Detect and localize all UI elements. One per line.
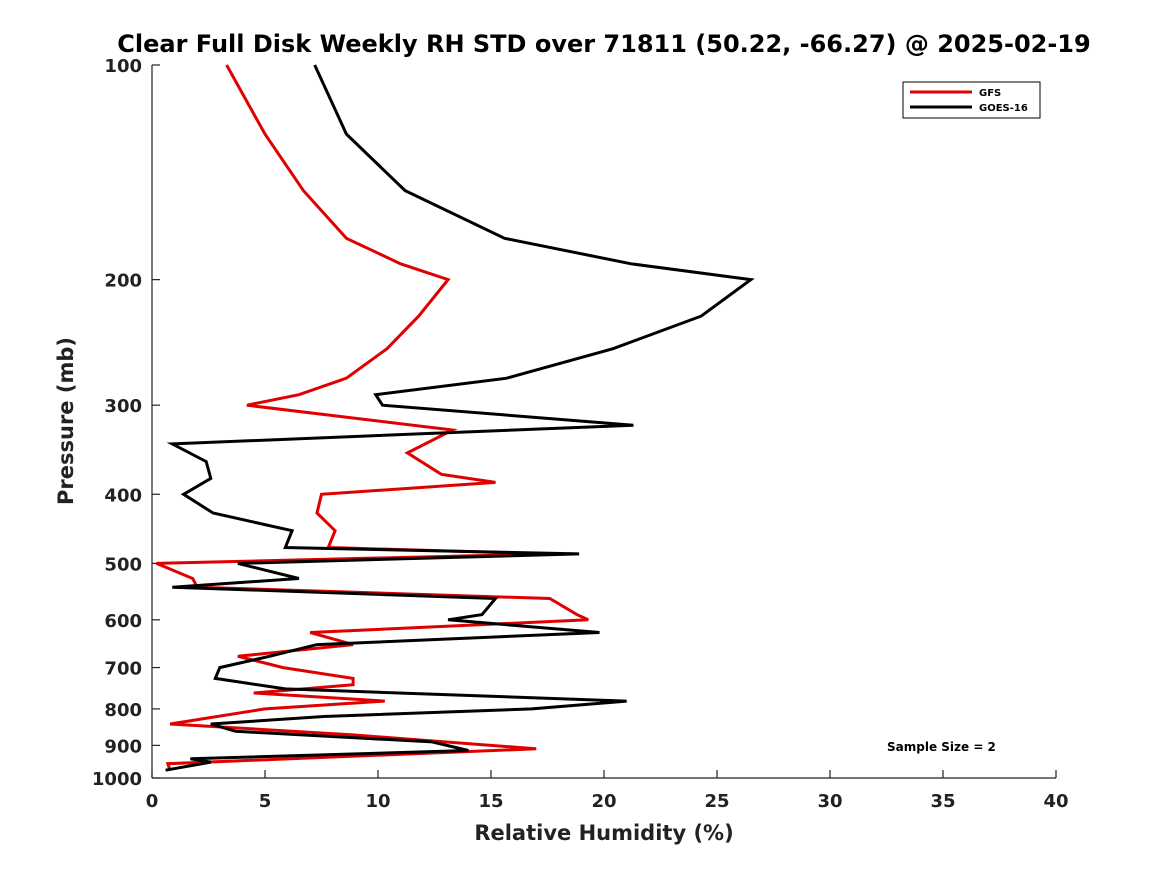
y-tick-label: 1000: [92, 769, 142, 790]
legend-label: GFS: [979, 88, 1001, 99]
sample-size-annotation: Sample Size = 2: [887, 740, 996, 754]
series-layer: [155, 64, 755, 772]
x-tick-label: 0: [146, 791, 159, 812]
y-tick-label: 200: [104, 271, 142, 292]
x-tick-label: 40: [1043, 791, 1068, 812]
x-axis-label: Relative Humidity (%): [474, 821, 733, 845]
y-tick-label: 700: [104, 659, 142, 680]
series-line-gfs: [155, 64, 589, 771]
y-tick-label: 900: [104, 736, 142, 757]
x-tick-label: 35: [930, 791, 955, 812]
x-tick-label: 5: [259, 791, 272, 812]
y-tick-label: 500: [104, 554, 142, 575]
y-axis-label: Pressure (mb): [54, 337, 78, 505]
x-tick-label: 30: [817, 791, 842, 812]
y-tick-label: 100: [104, 56, 142, 77]
series-line-goes-16: [165, 64, 755, 772]
chart-title: Clear Full Disk Weekly RH STD over 71811…: [117, 30, 1090, 58]
y-tick-label: 600: [104, 611, 142, 632]
y-tick-label: 400: [104, 485, 142, 506]
x-ticks: 0 5 10 15 20 25 30 35 40: [146, 770, 1069, 812]
x-tick-label: 10: [365, 791, 390, 812]
legend-label: GOES-16: [979, 103, 1028, 114]
y-tick-label: 300: [104, 396, 142, 417]
x-tick-label: 20: [591, 791, 616, 812]
y-ticks: 100 200 300 400 500 600 700 800 900 1000: [92, 56, 160, 790]
legend: GFS GOES-16: [902, 81, 1041, 119]
y-tick-label: 800: [104, 700, 142, 721]
x-tick-label: 25: [704, 791, 729, 812]
legend-box: [902, 81, 1041, 119]
x-tick-label: 15: [478, 791, 503, 812]
